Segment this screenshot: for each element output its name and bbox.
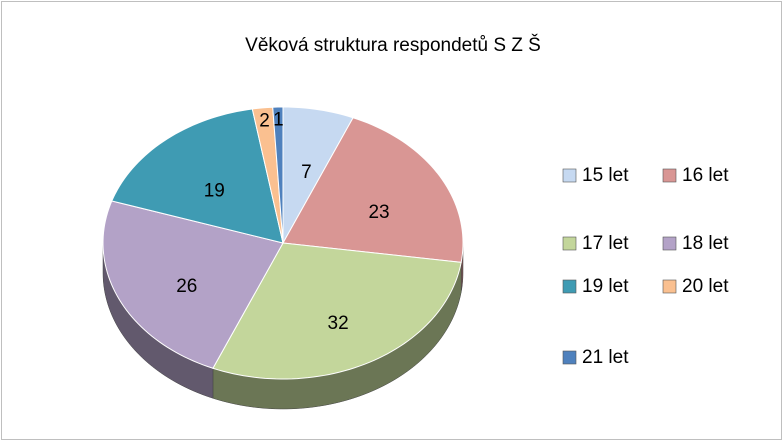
data-label: 19 — [204, 180, 225, 201]
chart-title: Věková struktura respondetů S Z Š — [245, 34, 541, 56]
pie-slice — [212, 242, 462, 380]
legend-swatch — [662, 236, 677, 251]
legend-swatch — [562, 236, 577, 251]
data-label: 2 — [259, 110, 270, 131]
pie-slice — [282, 106, 354, 245]
legend-swatch — [562, 168, 577, 183]
legend-swatch — [662, 279, 677, 294]
legend-swatch — [562, 350, 577, 365]
data-label: 1 — [273, 110, 284, 131]
pie-slice — [102, 200, 284, 369]
pie-slice — [272, 106, 284, 244]
legend-label: 21 let — [582, 347, 629, 368]
data-label: 23 — [368, 202, 389, 223]
pie-slice — [111, 108, 284, 244]
legend-swatch — [562, 279, 577, 294]
legend-label: 15 let — [582, 165, 629, 186]
pie-slice — [282, 117, 464, 263]
legend-label: 19 let — [582, 276, 629, 297]
data-label: 32 — [328, 313, 349, 334]
legend-label: 16 let — [682, 165, 729, 186]
legend-label: 17 let — [582, 233, 629, 254]
data-label: 7 — [301, 162, 312, 183]
legend-swatch — [662, 168, 677, 183]
data-label: 26 — [176, 276, 197, 297]
legend-label: 20 let — [682, 276, 729, 297]
legend-label: 18 let — [682, 233, 729, 254]
